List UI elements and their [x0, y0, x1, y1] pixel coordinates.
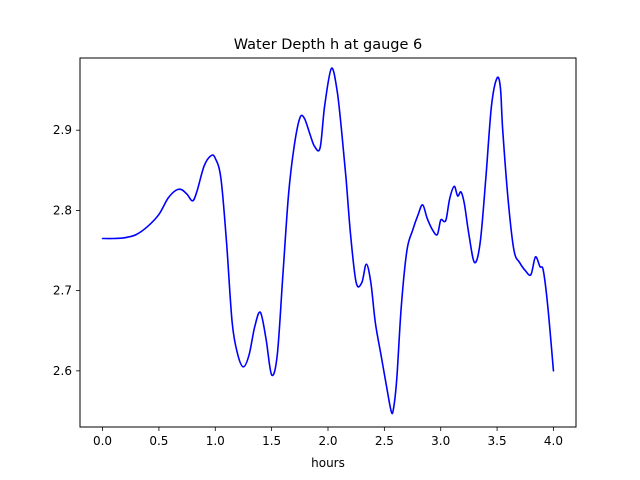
plot-area	[80, 58, 576, 427]
x-tick-label: 1.5	[262, 434, 281, 448]
chart-title: Water Depth h at gauge 6	[234, 37, 422, 53]
x-tick-label: 0.0	[93, 434, 112, 448]
x-axis-ticks: 0.0 0.5 1.0 1.5 2.0 2.5 3.0 3.5 4.0	[93, 427, 563, 448]
x-tick-label: 3.5	[488, 434, 507, 448]
x-tick-label: 0.5	[149, 434, 168, 448]
y-tick-label: 2.7	[53, 284, 72, 298]
y-tick-label: 2.9	[53, 123, 72, 137]
plot-frame	[79, 57, 577, 428]
x-tick-label: 1.0	[206, 434, 225, 448]
data-line-series	[101, 67, 555, 415]
y-axis-ticks: 2.6 2.7 2.8 2.9	[53, 123, 80, 378]
x-axis-label: hours	[311, 456, 345, 470]
y-tick-label: 2.6	[53, 364, 72, 378]
x-tick-label: 3.0	[431, 434, 450, 448]
x-tick-label: 2.5	[375, 434, 394, 448]
y-tick-label: 2.8	[53, 203, 72, 217]
x-tick-label: 2.0	[318, 434, 337, 448]
x-tick-label: 4.0	[544, 434, 563, 448]
